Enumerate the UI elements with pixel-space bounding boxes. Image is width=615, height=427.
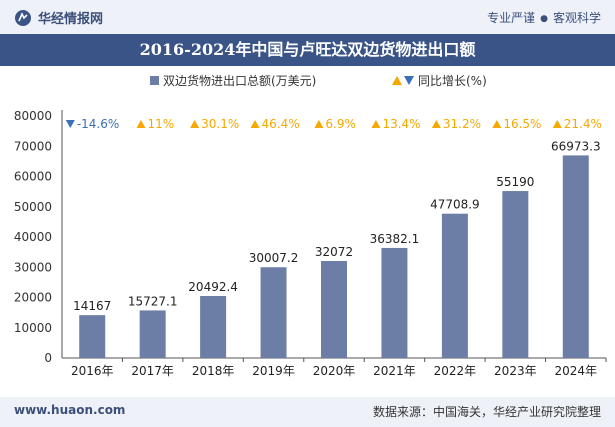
growth-label: 13.4% <box>382 117 420 131</box>
bar <box>200 296 227 358</box>
brand-name: 华经情报网 <box>38 12 104 27</box>
x-tick-label: 2021年 <box>373 364 416 378</box>
bar-value-label: 14167 <box>73 299 111 313</box>
y-tick-label: 30000 <box>14 260 52 274</box>
growth-label: 46.4% <box>262 117 300 131</box>
y-tick-label: 60000 <box>14 170 52 184</box>
legend-down-triangle-icon <box>404 76 414 85</box>
growth-down-arrow-icon <box>65 120 75 128</box>
bar-value-label: 36382.1 <box>370 232 420 246</box>
bar-value-label: 15727.1 <box>128 294 178 308</box>
tagline: 专业严谨 ● 客观科学 <box>487 9 601 26</box>
x-tick-label: 2023年 <box>494 364 537 378</box>
x-tick-label: 2022年 <box>434 364 477 378</box>
x-tick-label: 2020年 <box>313 364 356 378</box>
growth-label: 16.5% <box>503 117 541 131</box>
bar-value-label: 30007.2 <box>249 251 299 265</box>
footer-bar <box>0 397 615 427</box>
growth-up-arrow-icon <box>250 120 260 128</box>
growth-up-arrow-icon <box>371 120 381 128</box>
growth-up-arrow-icon <box>552 120 562 128</box>
x-tick-label: 2018年 <box>192 364 235 378</box>
growth-up-arrow-icon <box>136 120 146 128</box>
legend-bar-swatch <box>150 76 159 85</box>
bar-value-label: 20492.4 <box>188 280 238 294</box>
bar <box>79 315 106 358</box>
tagline-right: 客观科学 <box>552 11 601 25</box>
bar <box>321 260 347 358</box>
growth-up-arrow-icon <box>314 120 324 128</box>
bar-value-label: 32072 <box>315 245 353 259</box>
x-tick-label: 2017年 <box>131 364 174 378</box>
y-tick-label: 40000 <box>14 230 52 244</box>
bar-value-label: 66973.3 <box>551 139 601 153</box>
x-tick-label: 2024年 <box>555 364 598 378</box>
growth-label: 21.4% <box>564 117 602 131</box>
huajing-logo-icon <box>15 9 31 26</box>
top-bar <box>0 0 615 34</box>
bar-chart: 双边货物进出口总额(万美元) 同比增长(%) 0 10000 20000 30000 400… <box>14 73 607 378</box>
bar <box>502 191 529 358</box>
growth-up-arrow-icon <box>492 120 502 128</box>
growth-up-arrow-icon <box>431 120 441 128</box>
legend-up-triangle-icon <box>392 76 402 85</box>
brand: 华经情报网 <box>14 8 103 27</box>
x-tick-label: 2019年 <box>252 364 295 378</box>
y-tick-label: 50000 <box>14 200 52 214</box>
bar <box>441 213 468 358</box>
footer-website: www.huaon.com <box>14 403 126 417</box>
bar-value-label: 47708.9 <box>430 198 480 212</box>
growth-label: 30.1% <box>201 117 239 131</box>
bar-value-label: 55190 <box>496 175 534 189</box>
growth-label: 6.9% <box>325 117 356 131</box>
legend-bar-label: 双边货物进出口总额(万美元) <box>163 73 316 88</box>
chart-title: 2016-2024年中国与卢旺达双边货物进出口额 <box>139 40 476 59</box>
bar <box>260 267 287 358</box>
growth-label: 31.2% <box>443 117 481 131</box>
bullet-dot-icon: ● <box>540 14 548 24</box>
y-tick-label: 70000 <box>14 139 52 153</box>
y-tick-label: 0 <box>44 351 52 365</box>
growth-up-arrow-icon <box>190 120 200 128</box>
legend-growth-label: 同比增长(%) <box>418 74 487 88</box>
bar <box>562 155 589 358</box>
growth-label: -14.6% <box>77 117 119 131</box>
y-tick-label: 10000 <box>14 321 52 335</box>
growth-label: 11% <box>147 117 174 131</box>
bar <box>139 310 166 358</box>
y-tick-label: 80000 <box>14 109 52 123</box>
footer-source: 数据来源：中国海关，华经产业研究院整理 <box>372 405 601 419</box>
tagline-left: 专业严谨 <box>487 11 536 25</box>
y-tick-label: 20000 <box>14 291 52 305</box>
x-tick-label: 2016年 <box>71 364 114 378</box>
title-bar <box>0 34 615 66</box>
bar <box>381 247 408 358</box>
